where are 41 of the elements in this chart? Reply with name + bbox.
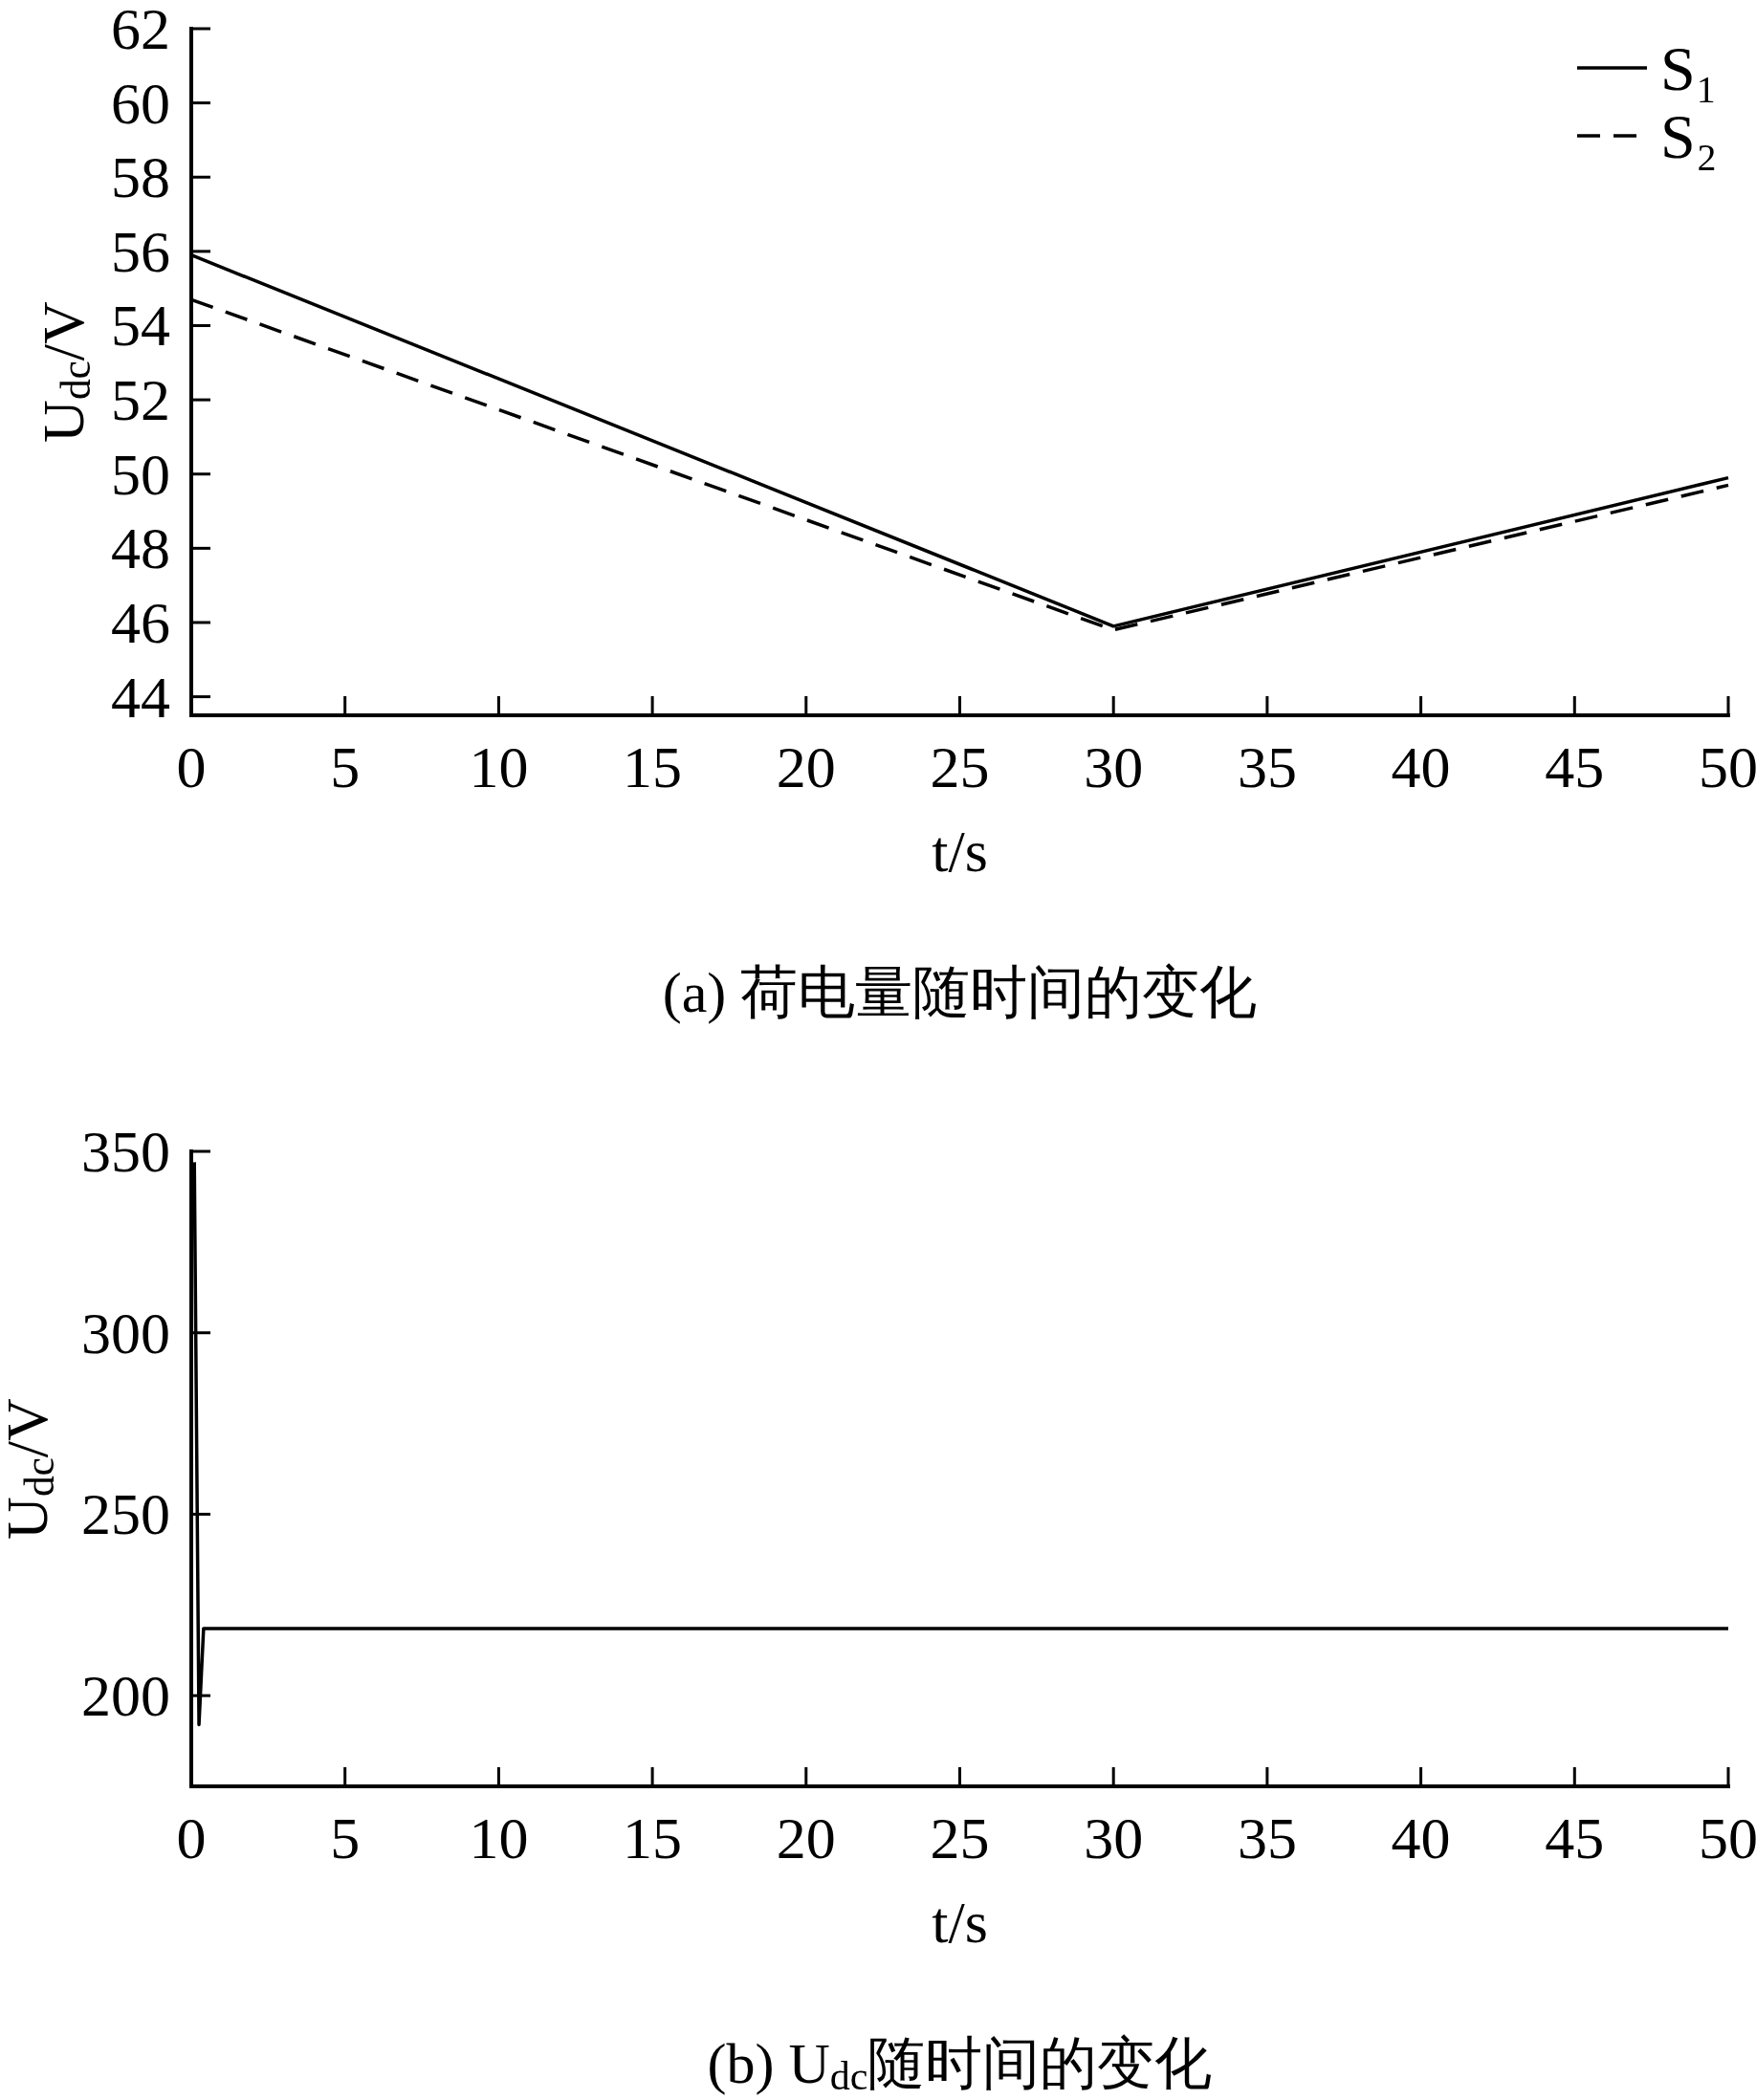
y-tick-label: 44 [111,664,170,730]
x-tick-label: 25 [930,1805,990,1870]
y-tick-label: 52 [111,367,170,433]
x-tick-label: 5 [330,1805,361,1870]
y-tick-label: 54 [111,293,170,359]
x-tick-label: 25 [930,734,990,799]
text: (b) U$_{dc}$随时间的变化 [707,2032,1213,2098]
x-tick-label: 10 [469,734,529,799]
x-tick-label: 10 [469,1805,529,1870]
x-tick-label: 30 [1084,734,1144,799]
x-tick-label: 45 [1545,734,1605,799]
y-tick-label: 50 [111,441,170,507]
legend-label: S₁ [1660,33,1718,103]
x-tick-label: 5 [330,734,361,799]
y-tick-label: 58 [111,144,170,210]
y-tick-label: 48 [111,515,170,581]
x-axis-title: t/s [932,1890,988,1955]
y-tick-label: 300 [81,1300,170,1366]
x-tick-label: 35 [1237,1805,1297,1870]
x-tick-label: 0 [176,1805,207,1870]
x-tick-label: 40 [1391,734,1451,799]
x-tick-label: 50 [1699,1805,1756,1870]
x-tick-label: 20 [776,734,836,799]
x-tick-label: 40 [1391,1805,1451,1870]
x-tick-label: 15 [623,734,683,799]
x-tick-label: 15 [623,1805,683,1870]
x-tick-label: 20 [776,1805,836,1870]
y-tick-label: 56 [111,218,170,284]
x-tick-label: 45 [1545,1805,1605,1870]
x-tick-label: 30 [1084,1805,1144,1870]
x-tick-label: 35 [1237,734,1297,799]
y-tick-label: 62 [111,0,170,61]
x-tick-label: 0 [176,734,207,799]
text: (a) 荷电量随时间的变化 [662,961,1258,1024]
x-tick-label: 50 [1699,734,1756,799]
y-tick-label: 46 [111,589,170,655]
y-tick-label: 60 [111,70,170,136]
y-tick-label: 250 [81,1481,170,1547]
y-tick-label: 350 [81,1119,170,1184]
y-tick-label: 200 [81,1663,170,1729]
x-axis-title: t/s [932,819,988,884]
